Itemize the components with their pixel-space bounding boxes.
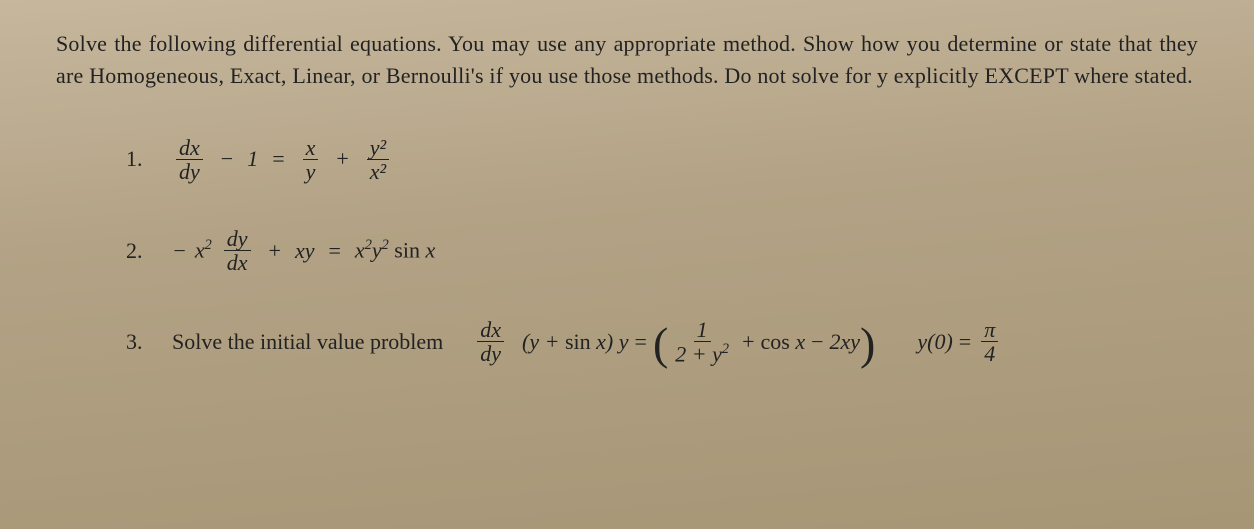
rhs-x2y2sinx: x2y2 sin x: [355, 237, 435, 263]
problem-3-equation: dx dy (y + sin x) y = ( 1 2 + y2 + cos x…: [473, 318, 875, 366]
problem-3-body: Solve the initial value problem dx dy (y…: [172, 318, 1002, 366]
xy-term: xy: [295, 238, 315, 264]
problem-number: 2.: [126, 238, 172, 264]
one: 1: [247, 146, 258, 172]
problem-1-equation: dx dy − 1 = x y + y² x²: [172, 136, 393, 183]
frac-dy-dx: dy dx: [224, 227, 251, 274]
problem-sheet: Solve the following differential equatio…: [0, 0, 1254, 529]
problem-list: 1. dx dy − 1 = x y + y² x²: [56, 136, 1198, 366]
frac-x-y: x y: [303, 136, 319, 183]
problem-1: 1. dx dy − 1 = x y + y² x²: [126, 136, 1198, 183]
y-of-zero: y(0): [917, 329, 952, 355]
neg-sign: −: [172, 238, 187, 264]
cos-x: cos x: [760, 329, 805, 355]
equals-sign: =: [635, 329, 647, 355]
minus-sign: −: [811, 329, 823, 355]
factor-y-plus-sinx: (y + sin x) y: [522, 329, 628, 355]
problem-2: 2. − x2 dy dx + xy = x2y2 sin x: [126, 227, 1198, 274]
problem-3: 3. Solve the initial value problem dx dy…: [126, 318, 1198, 366]
plus-sign: +: [269, 238, 281, 264]
equals-sign: =: [959, 329, 971, 355]
frac-y2-x2: y² x²: [367, 136, 389, 183]
frac-pi-4: π 4: [981, 318, 998, 365]
plus-sign: +: [336, 146, 348, 172]
equals-sign: =: [329, 238, 341, 264]
plus-sign: +: [742, 329, 754, 355]
frac-1-over-2plusy2: 1 2 + y2: [672, 318, 732, 366]
problem-3-lead-text: Solve the initial value problem: [172, 329, 443, 355]
problem-number: 1.: [126, 146, 172, 172]
problem-number: 3.: [126, 329, 172, 355]
frac-dx-dy: dx dy: [176, 136, 203, 183]
frac-dx-dy-3: dx dy: [477, 318, 504, 365]
x-squared: x2: [195, 237, 212, 263]
two-xy: 2xy: [830, 329, 861, 355]
instructions-text: Solve the following differential equatio…: [56, 28, 1198, 92]
initial-condition: y(0) = π 4: [917, 318, 1002, 365]
equals-sign: =: [272, 146, 284, 172]
minus-sign: −: [221, 146, 233, 172]
problem-2-equation: − x2 dy dx + xy = x2y2 sin x: [172, 227, 435, 274]
